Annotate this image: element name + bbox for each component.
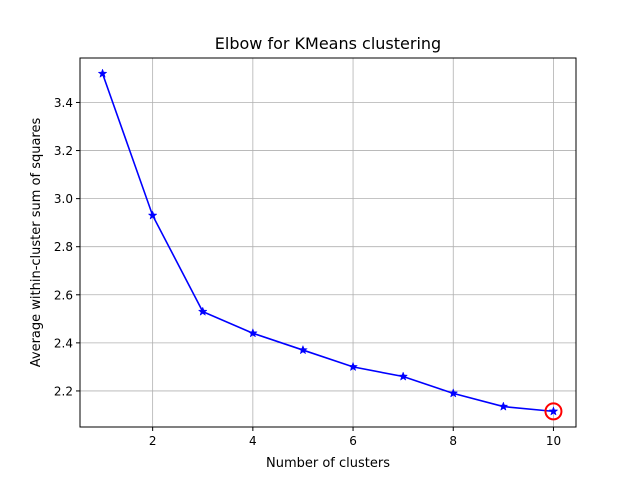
elbow-highlight-circle xyxy=(544,402,563,421)
highlight-layer xyxy=(544,402,563,421)
x-tick-label: 4 xyxy=(249,434,257,448)
grid xyxy=(80,58,576,427)
data-point-star xyxy=(147,210,158,220)
data-point-star xyxy=(247,328,258,338)
x-tick-label: 6 xyxy=(349,434,357,448)
y-tick-label: 3.2 xyxy=(54,144,73,158)
y-tick-label: 2.4 xyxy=(54,336,73,350)
data-point-star xyxy=(348,361,359,372)
y-tick-label: 3.0 xyxy=(54,192,73,206)
data-point-star xyxy=(97,68,108,78)
x-tick-label: 8 xyxy=(449,434,457,448)
chart-title: Elbow for KMeans clustering xyxy=(215,34,441,53)
data-point-star xyxy=(498,401,509,411)
data-point-star xyxy=(398,371,409,381)
y-tick-label: 2.2 xyxy=(54,384,73,398)
data-point-star xyxy=(548,406,559,416)
y-tick-label: 3.4 xyxy=(54,96,73,110)
y-axis-ticks: 2.2 2.4 2.6 2.8 3.0 3.2 3.4 xyxy=(54,96,80,398)
x-axis-ticks: 2 4 6 8 10 xyxy=(149,427,561,448)
data-point-star xyxy=(297,344,308,355)
y-tick-label: 2.8 xyxy=(54,240,73,254)
series-layer xyxy=(97,68,559,416)
plot-frame xyxy=(79,57,577,428)
x-tick-label: 10 xyxy=(546,434,561,448)
plot-area xyxy=(80,58,576,427)
y-axis-label: Average within-cluster sum of squares xyxy=(29,118,44,368)
y-tick-label: 2.6 xyxy=(54,288,73,302)
data-point-star xyxy=(197,306,208,316)
series-line xyxy=(101,73,554,413)
x-tick-label: 2 xyxy=(149,434,157,448)
data-point-star xyxy=(448,388,459,398)
x-axis-label: Number of clusters xyxy=(266,456,390,471)
